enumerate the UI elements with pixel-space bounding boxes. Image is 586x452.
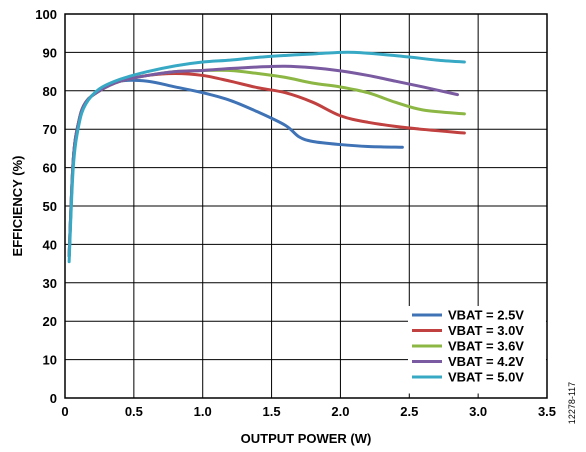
figure-id: 12278-117 <box>567 382 577 424</box>
y-tick-label: 100 <box>35 7 57 22</box>
y-tick-label: 0 <box>50 391 57 406</box>
y-tick-label: 30 <box>43 276 57 291</box>
x-tick-label: 2.0 <box>331 404 349 419</box>
grid <box>64 13 548 399</box>
legend-label: VBAT = 4.2V <box>448 354 524 369</box>
legend-label: VBAT = 3.6V <box>448 339 524 354</box>
legend-background <box>408 306 546 394</box>
x-axis-title: OUTPUT POWER (W) <box>241 431 372 446</box>
y-tick-label: 50 <box>43 199 57 214</box>
y-tick-label: 10 <box>43 353 57 368</box>
x-tick-label: 3.0 <box>469 404 487 419</box>
x-tick-label: 1.5 <box>263 404 281 419</box>
y-tick-label: 40 <box>43 237 57 252</box>
x-tick-labels: 0 0.5 1.0 1.5 2.0 2.5 3.0 3.5 <box>61 404 556 419</box>
series-line <box>67 72 466 258</box>
y-axis-title: EFFICIENCY (%) <box>10 156 25 257</box>
series-line <box>67 64 459 258</box>
series-layer <box>67 50 466 264</box>
y-tick-label: 70 <box>43 122 57 137</box>
legend-label: VBAT = 5.0V <box>448 370 524 385</box>
series-line <box>67 50 466 264</box>
x-tick-label: 0.5 <box>125 404 143 419</box>
y-tick-label: 80 <box>43 84 57 99</box>
x-tick-label: 0 <box>61 404 68 419</box>
legend-label: VBAT = 3.0V <box>448 323 524 338</box>
x-tick-label: 2.5 <box>400 404 418 419</box>
y-tick-label: 90 <box>43 45 57 60</box>
plot-frame <box>64 13 548 399</box>
y-tick-label: 60 <box>43 161 57 176</box>
y-tick-labels: 0 10 20 30 40 50 60 70 80 90 100 <box>35 7 57 406</box>
legend-label: VBAT = 2.5V <box>448 308 524 323</box>
y-tick-label: 20 <box>43 314 57 329</box>
series-line <box>67 68 466 258</box>
x-tick-label: 3.5 <box>538 404 556 419</box>
x-tick-label: 1.0 <box>194 404 212 419</box>
